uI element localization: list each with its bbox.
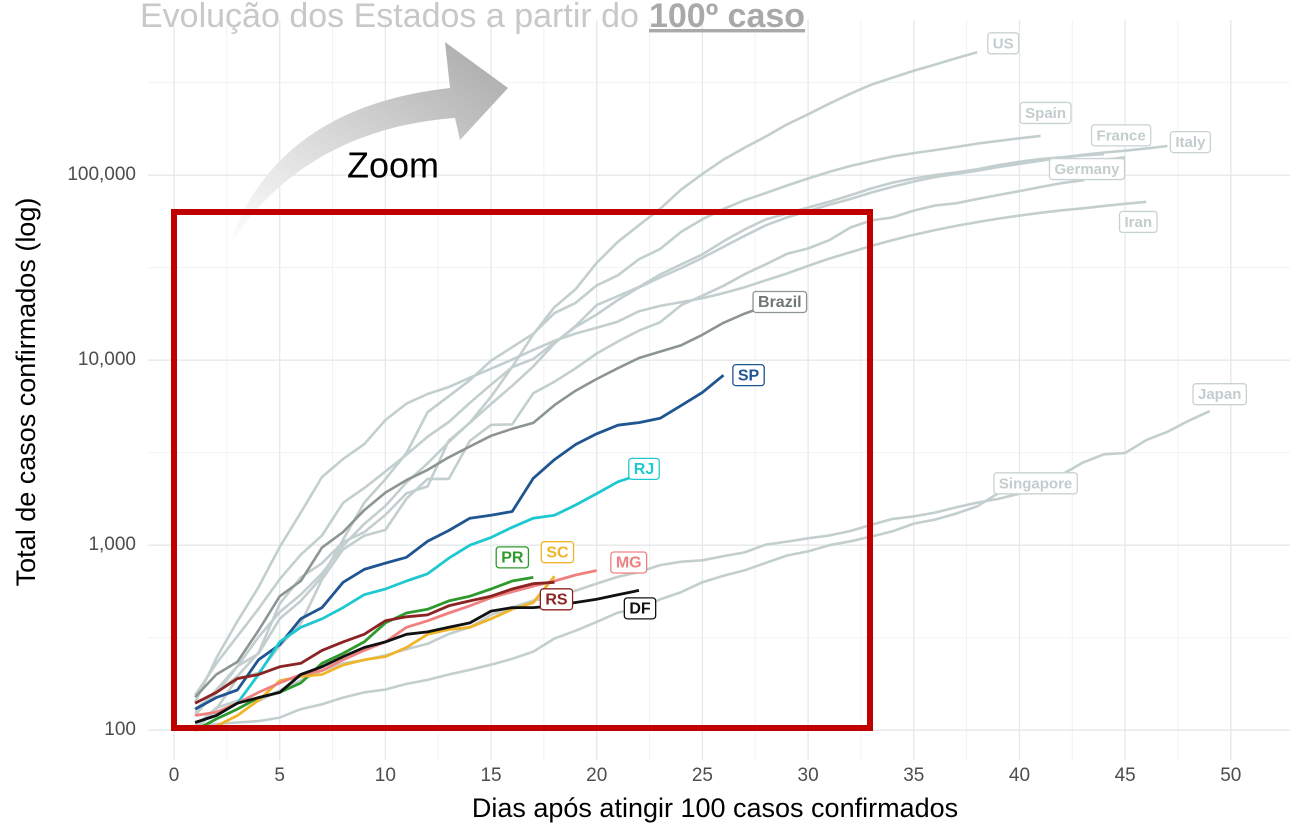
series-label-box — [1192, 383, 1248, 406]
series-label-box — [1048, 157, 1126, 181]
y-tick-label: 10,000 — [78, 349, 136, 370]
series-line — [194, 580, 555, 705]
series-label-text: Spain — [1025, 105, 1066, 122]
series-label: Iran — [1118, 210, 1158, 234]
series-label: Germany — [1048, 157, 1126, 181]
title-highlight: 100º caso — [649, 0, 805, 35]
x-tick-label: 35 — [903, 765, 924, 786]
series-label-box — [1118, 210, 1158, 234]
series-line — [194, 156, 1126, 732]
series-line — [194, 473, 640, 724]
series-label-text: Brazil — [758, 294, 802, 311]
x-tick-label: 15 — [480, 765, 501, 786]
y-tick-label: 1,000 — [88, 534, 136, 555]
series-label: MG — [610, 551, 648, 574]
series-line — [194, 374, 725, 711]
series-label-box — [1169, 130, 1212, 154]
x-tick-label: 50 — [1220, 765, 1241, 786]
y-tick-label: 100,000 — [67, 164, 136, 185]
series-label: SC — [540, 541, 575, 564]
series-label-text: DF — [629, 601, 651, 618]
series-label: RJ — [628, 457, 660, 480]
series-line — [194, 152, 1105, 711]
series-label-box — [987, 32, 1020, 55]
series-label-box — [628, 457, 660, 480]
x-axis-title: Dias após atingir 100 casos confirmados — [472, 793, 958, 823]
series-label-text: SC — [546, 544, 569, 561]
chart-title: Evolução dos Estados a partir do 100º cas… — [140, 0, 805, 35]
series-line — [194, 569, 597, 717]
series-label-text: US — [993, 35, 1014, 52]
series-label: PR — [495, 546, 530, 569]
series-label-box — [495, 546, 530, 569]
series-label-text: RS — [545, 592, 568, 609]
x-tick-label: 25 — [692, 765, 713, 786]
zoom-box — [171, 209, 873, 731]
series-label-text: Iran — [1125, 214, 1153, 231]
x-tick-label: 40 — [1009, 765, 1030, 786]
series-line — [194, 134, 1041, 717]
series-line — [193, 200, 1147, 704]
series-label: DF — [623, 597, 657, 620]
series-line — [194, 575, 556, 732]
series-label-box — [610, 551, 648, 574]
x-tick-label: 45 — [1115, 765, 1136, 786]
series-label: Spain — [1019, 101, 1072, 125]
series-label-text: SP — [738, 367, 760, 384]
series-label-box — [1090, 124, 1152, 147]
zoom-arrow — [228, 42, 508, 248]
series-label: France — [1090, 124, 1152, 147]
x-tick-label: 0 — [169, 765, 180, 786]
series-label-text: RJ — [634, 461, 654, 478]
title-text: Evolução dos Estados a partir do — [140, 0, 639, 35]
y-tick-label: 100 — [104, 719, 136, 740]
series-label: Singapore — [993, 472, 1078, 495]
x-tick-label: 30 — [798, 765, 819, 786]
series-label-text: MG — [616, 555, 642, 572]
series-label-text: PR — [501, 550, 524, 567]
series-label-box — [540, 541, 575, 564]
series-line — [194, 304, 767, 698]
series-line — [194, 576, 534, 732]
series-line — [194, 144, 1168, 696]
series-label-box — [732, 364, 765, 387]
series-label-box — [1019, 101, 1072, 125]
series-label-text: Italy — [1175, 134, 1206, 151]
y-axis-title: Total de casos confirmados (log) — [11, 198, 41, 587]
x-tick-label: 5 — [274, 765, 285, 786]
series-label-box — [752, 290, 808, 314]
series-label: Italy — [1169, 130, 1212, 154]
series-line — [195, 477, 1042, 727]
series-label-text: Singapore — [999, 475, 1072, 492]
series-label-text: France — [1097, 127, 1146, 144]
series-label-box — [623, 597, 657, 620]
series-labels: US Spain Italy France Germany Iran Japan Singap… — [495, 32, 1248, 620]
series-label-text: Germany — [1054, 161, 1120, 178]
series-label: US — [987, 32, 1020, 55]
series-label-box — [993, 472, 1078, 495]
series-label: RS — [539, 588, 574, 611]
series-label: Japan — [1192, 383, 1248, 406]
series-label-text: Japan — [1198, 386, 1241, 403]
series-label: Brazil — [752, 290, 808, 314]
x-tick-label: 10 — [375, 765, 396, 786]
series-label-box — [539, 588, 574, 611]
x-tick-label: 20 — [586, 765, 607, 786]
zoom-annotation: Zoom — [347, 145, 439, 186]
series-label: SP — [732, 364, 765, 387]
